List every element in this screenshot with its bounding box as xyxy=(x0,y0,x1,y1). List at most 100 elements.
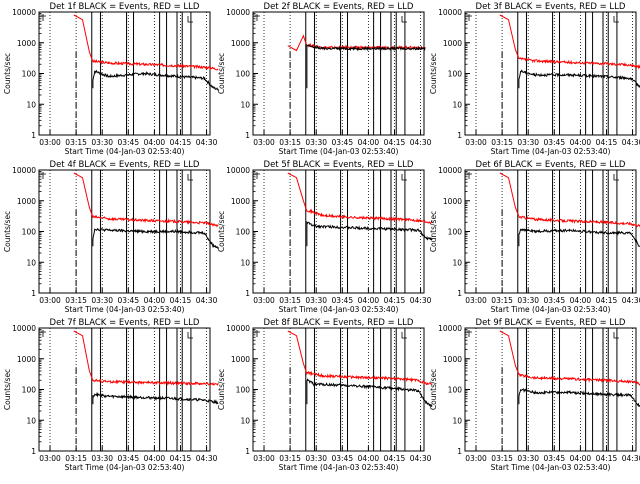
y-tick-label: 100 xyxy=(236,70,251,79)
x-tick-label: 03:45 xyxy=(117,138,139,147)
x-tick-label: 03:45 xyxy=(117,296,139,305)
events-series-line xyxy=(518,69,640,89)
x-tick-label: 03:15 xyxy=(491,296,513,305)
corner-mark xyxy=(255,172,260,179)
y-tick-label: 100 xyxy=(22,386,37,395)
y-axis-label: Counts/sec xyxy=(217,53,226,94)
x-tick-label: 04:15 xyxy=(170,138,192,147)
x-axis-label: Start Time (04-Jan-03 02:53:40) xyxy=(491,305,611,314)
x-axis-label: Start Time (04-Jan-03 02:53:40) xyxy=(65,463,185,472)
x-tick-label: 03:30 xyxy=(305,454,327,463)
y-tick-label: 100 xyxy=(448,228,463,237)
y-tick-label: 1000 xyxy=(231,197,250,206)
corner-mark xyxy=(255,14,260,21)
x-tick-label: 03:30 xyxy=(517,138,539,147)
x-tick-label: 03:00 xyxy=(253,138,275,147)
x-axis-label: Start Time (04-Jan-03 02:53:40) xyxy=(491,147,611,156)
x-tick-label: 04:00 xyxy=(144,296,166,305)
y-tick-label: 10 xyxy=(452,416,462,425)
y-tick-label: 1 xyxy=(457,131,462,140)
y-tick-label: 10000 xyxy=(226,324,250,333)
y-tick-label: 1 xyxy=(457,289,462,298)
x-tick-label: 04:30 xyxy=(410,138,432,147)
x-axis-label: Start Time (04-Jan-03 02:53:40) xyxy=(65,305,185,314)
y-tick-label: 10 xyxy=(26,258,36,267)
panel-title: Det 1f BLACK = Events, RED = LLD xyxy=(50,2,200,12)
x-tick-label: 03:15 xyxy=(65,138,87,147)
x-tick-label: 03:00 xyxy=(253,454,275,463)
corner-mark xyxy=(187,332,193,339)
panel-1: Det 1f BLACK = Events, RED = LLD 1 10 100 10… xyxy=(3,2,219,156)
y-tick-label: 1 xyxy=(457,447,462,456)
x-tick-label: 04:30 xyxy=(196,296,218,305)
corner-mark xyxy=(255,330,260,337)
x-tick-label: 03:15 xyxy=(279,138,301,147)
x-tick-label: 04:15 xyxy=(596,138,618,147)
events-series-line xyxy=(92,227,219,249)
events-series-line xyxy=(306,220,433,247)
x-axis-label: Start Time (04-Jan-03 02:53:40) xyxy=(491,463,611,472)
plot-frame xyxy=(252,169,425,294)
lld-series-line xyxy=(73,330,219,386)
x-tick-label: 03:15 xyxy=(491,138,513,147)
y-tick-label: 10000 xyxy=(12,324,36,333)
x-axis-label: Start Time (04-Jan-03 02:53:40) xyxy=(279,147,399,156)
x-tick-label: 03:45 xyxy=(543,296,565,305)
y-tick-label: 10000 xyxy=(12,166,36,175)
x-tick-label: 03:15 xyxy=(279,454,301,463)
y-axis-label: Counts/sec xyxy=(217,369,226,410)
corner-mark xyxy=(467,14,472,21)
y-tick-label: 100 xyxy=(236,386,251,395)
y-tick-label: 100 xyxy=(236,228,251,237)
corner-mark xyxy=(467,330,472,337)
y-tick-label: 1000 xyxy=(17,355,36,364)
x-tick-label: 03:00 xyxy=(39,454,61,463)
y-axis-label: Counts/sec xyxy=(3,369,12,410)
x-tick-label: 03:00 xyxy=(39,296,61,305)
y-tick-label: 10000 xyxy=(438,166,462,175)
y-tick-label: 10000 xyxy=(438,8,462,17)
x-tick-label: 03:30 xyxy=(305,138,327,147)
x-tick-label: 03:30 xyxy=(517,454,539,463)
x-tick-label: 03:45 xyxy=(331,138,353,147)
y-tick-label: 10000 xyxy=(438,324,462,333)
y-tick-label: 100 xyxy=(22,228,37,237)
x-tick-label: 03:30 xyxy=(91,296,113,305)
events-series-line xyxy=(92,391,219,405)
x-tick-label: 03:45 xyxy=(331,454,353,463)
x-tick-label: 03:45 xyxy=(331,296,353,305)
corner-mark xyxy=(187,16,193,23)
events-series-line xyxy=(306,378,433,408)
x-axis-label: Start Time (04-Jan-03 02:53:40) xyxy=(65,147,185,156)
corner-mark xyxy=(41,14,46,21)
panel-title: Det 6f BLACK = Events, RED = LLD xyxy=(476,160,626,170)
y-axis-label: Counts/sec xyxy=(217,211,226,252)
x-tick-label: 03:15 xyxy=(279,296,301,305)
x-tick-label: 04:30 xyxy=(196,454,218,463)
x-tick-label: 04:00 xyxy=(570,138,592,147)
x-tick-label: 04:15 xyxy=(170,454,192,463)
x-tick-label: 04:30 xyxy=(196,138,218,147)
y-tick-label: 10 xyxy=(452,100,462,109)
lld-series-line xyxy=(287,34,426,52)
events-series-line xyxy=(306,43,426,89)
x-tick-label: 04:15 xyxy=(596,296,618,305)
y-tick-label: 1000 xyxy=(231,39,250,48)
x-tick-label: 03:00 xyxy=(465,138,487,147)
corner-mark xyxy=(467,172,472,179)
y-tick-label: 100 xyxy=(448,70,463,79)
x-tick-label: 03:15 xyxy=(491,454,513,463)
corner-mark xyxy=(613,332,619,339)
y-tick-label: 10 xyxy=(240,416,250,425)
x-axis-label: Start Time (04-Jan-03 02:53:40) xyxy=(279,305,399,314)
y-tick-label: 10000 xyxy=(226,166,250,175)
corner-mark xyxy=(401,16,407,23)
panel-7: Det 7f BLACK = Events, RED = LLD 1 10 100 10… xyxy=(3,318,219,472)
panel-title: Det 5f BLACK = Events, RED = LLD xyxy=(264,160,414,170)
x-tick-label: 04:15 xyxy=(170,296,192,305)
y-tick-label: 10 xyxy=(26,416,36,425)
plot-frame xyxy=(38,327,211,452)
panel-title: Det 4f BLACK = Events, RED = LLD xyxy=(50,160,200,170)
x-tick-label: 04:00 xyxy=(144,454,166,463)
corner-mark xyxy=(187,174,193,181)
